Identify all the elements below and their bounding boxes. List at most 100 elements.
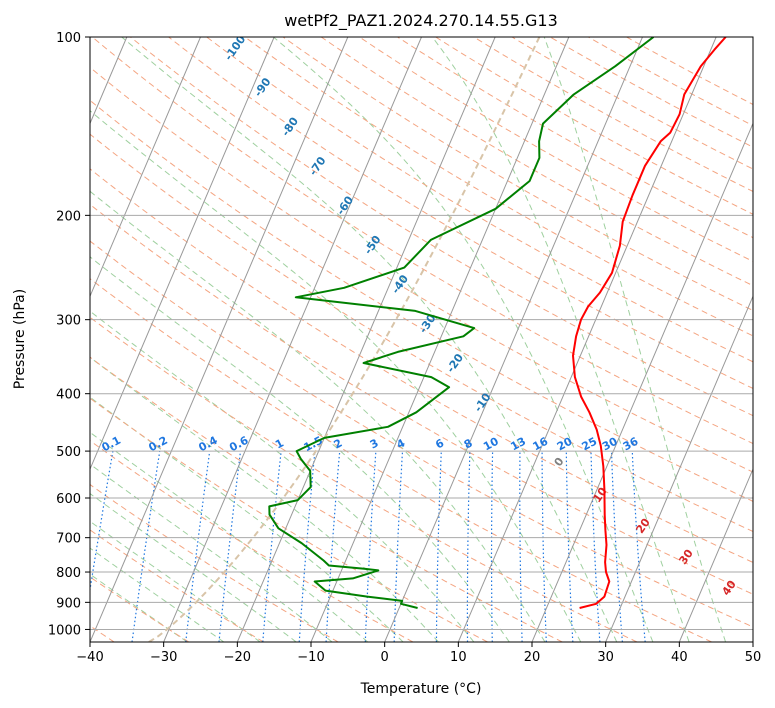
moist-adiabats (90, 37, 727, 642)
mixing-ratio-label: 4 (394, 436, 407, 451)
dry-adiabat-label: 40 (719, 578, 739, 598)
mixing-ratio-label: 3 (368, 436, 381, 451)
mixing-ratio-line (610, 451, 623, 642)
isotherm-line (163, 37, 422, 642)
mixing-ratio-line (262, 451, 282, 642)
isotherm-line (457, 37, 717, 642)
isotherm-line (310, 37, 570, 642)
dry-adiabat-line (90, 99, 753, 502)
moist-adiabat-line (90, 190, 546, 642)
mixing-ratio-label: 10 (481, 435, 501, 454)
dry-adiabat-line (90, 483, 339, 642)
moist-adiabat-line (121, 37, 618, 642)
dry-adiabats (90, 37, 753, 642)
dry-adiabat-line (90, 133, 753, 533)
x-tick-label: 10 (450, 650, 467, 665)
chart-title: wetPf2_PAZ1.2024.270.14.55.G13 (284, 11, 558, 31)
y-tick-label: 100 (56, 31, 81, 46)
moist-adiabat-line (90, 356, 439, 642)
moist-adiabat-line (90, 463, 333, 642)
mixing-ratio-line (490, 451, 494, 642)
mixing-ratio-line (519, 451, 523, 642)
mixing-ratio-line (466, 451, 471, 642)
moist-adiabat-line (90, 573, 188, 642)
dry-adiabat-line (244, 37, 753, 337)
mixing-ratio-label: 30 (600, 435, 620, 454)
mixing-ratio-label: 25 (580, 435, 600, 454)
dry-adiabat-label: 10 (590, 485, 610, 505)
dry-adiabat-line (91, 37, 753, 445)
lcl-curve (148, 37, 541, 642)
moist-adiabat-line (273, 37, 654, 642)
dry-adiabat-line (282, 37, 753, 312)
dry-adiabat-line (90, 397, 488, 642)
x-axis-label: Temperature (°C) (360, 681, 482, 697)
isobars (90, 37, 753, 630)
y-tick-label: 900 (56, 596, 81, 611)
x-tick-label: 40 (671, 650, 688, 665)
profile-series (268, 37, 727, 609)
moist-adiabat-line (431, 37, 690, 642)
moist-adiabat-line (90, 547, 225, 642)
dry-adiabat-label: -20 (444, 351, 466, 375)
dry-adiabat-line (168, 37, 753, 389)
y-tick-label: 500 (56, 445, 81, 460)
isotherm-line (605, 295, 753, 642)
isotherm-line (678, 467, 753, 642)
dry-adiabat-line (359, 37, 753, 263)
mixing-ratio-line (90, 450, 114, 594)
y-tick-label: 1000 (48, 623, 81, 638)
x-tick-label: −10 (297, 650, 324, 665)
isotherms (90, 37, 753, 642)
y-tick-label: 400 (56, 388, 81, 403)
moist-adiabat-line (90, 256, 510, 642)
dry-adiabat-line (511, 37, 753, 170)
dry-adiabat-label: -70 (307, 154, 329, 178)
moist-adiabat-line (90, 431, 369, 642)
x-tick-label: 20 (524, 650, 541, 665)
x-tick-label: −20 (224, 650, 251, 665)
y-tick-label: 700 (56, 532, 81, 547)
lcl-line (148, 37, 541, 642)
moist-adiabat-line (90, 396, 404, 642)
dry-adiabat-label: 30 (676, 547, 696, 567)
dry-adiabat-line (90, 356, 563, 642)
isotherm-line (90, 37, 349, 642)
dry-adiabat-line (90, 440, 414, 642)
isotherm-line (384, 37, 643, 642)
dry-adiabat-label: -80 (279, 115, 301, 139)
y-axis-ticks: 100 200 300 400 500 600 700 800 900 1000 (48, 31, 90, 638)
mixing-ratio-label: 20 (555, 435, 575, 454)
isotherm-line (531, 122, 753, 642)
dry-adiabat-label: -90 (252, 75, 274, 99)
mixing-ratio-line (631, 451, 646, 642)
mixing-ratio-label: 2 (332, 436, 345, 451)
mixing-ratio-line (298, 451, 316, 642)
dewpoint-line (268, 37, 655, 609)
mixing-ratio-line (218, 451, 242, 642)
plot-frame (89, 36, 754, 643)
isotherm-line (90, 37, 201, 298)
x-tick-label: 30 (597, 650, 614, 665)
dry-adiabat-label: -50 (362, 233, 384, 257)
mixing-ratio-line (364, 451, 377, 642)
mixing-ratio-lines (90, 450, 646, 642)
mixing-ratio-line (565, 451, 574, 642)
mixing-ratio-line (435, 451, 442, 642)
isotherm-line (752, 640, 753, 642)
y-tick-label: 300 (56, 314, 81, 329)
x-tick-label: −40 (76, 650, 103, 665)
y-tick-label: 200 (56, 209, 81, 224)
dry-adiabat-line (90, 576, 190, 642)
mixing-ratio-line (590, 451, 601, 642)
x-tick-label: 0 (381, 650, 389, 665)
moist-adiabat-line (543, 37, 727, 642)
y-tick-label: 800 (56, 566, 81, 581)
dry-adiabat-line (90, 278, 712, 642)
x-tick-label: 50 (745, 650, 762, 665)
dry-adiabat-line (90, 529, 264, 642)
y-tick-label: 600 (56, 492, 81, 507)
dry-adiabat-line (90, 240, 753, 628)
dry-adiabat-label: 0 (552, 455, 567, 469)
